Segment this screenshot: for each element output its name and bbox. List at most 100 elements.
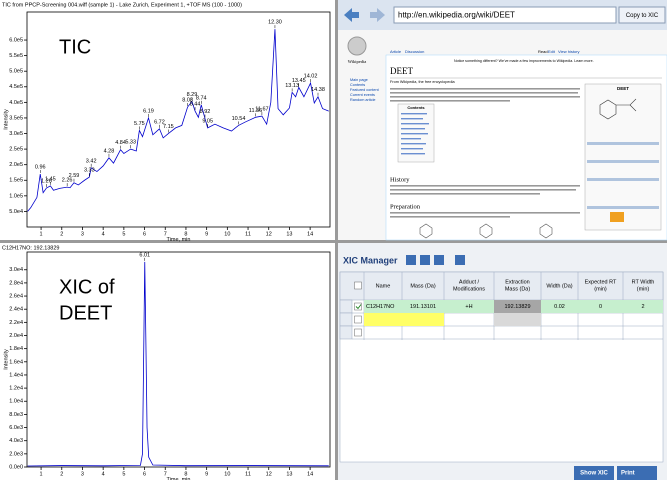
peak-label: 4.84 [115,140,126,146]
section-heading: History [390,176,410,183]
y-tick-label: 0.0e0 [9,464,23,470]
x-tick-label: 1 [40,231,43,237]
peak-label: 0.96 [35,164,46,170]
y-tick-label: 2.6e4 [9,294,23,300]
tool-icon[interactable] [434,255,444,265]
copy-button-label: Copy to XIC [626,13,659,19]
tab[interactable]: View history [558,49,580,54]
divider [0,240,667,243]
sidebar-link[interactable]: Contents [350,83,365,87]
x-tick-label: 12 [266,471,272,477]
x-tick-label: 13 [286,231,292,237]
sidebar-link[interactable]: Main page [350,78,368,82]
x-tick-label: 6 [143,471,146,477]
y-tick-label: 4.0e5 [9,100,23,106]
tool-icon[interactable] [406,255,416,265]
y-tick-label: 2.0e5 [9,162,23,168]
header-checkbox [355,282,362,289]
peak-label: 14.38 [311,87,325,93]
x-tick-label: 11 [245,231,251,237]
peak-label: 5.33 [125,140,136,146]
y-tick-label: 5.5e5 [9,53,23,59]
peak-label: 6.19 [143,108,154,114]
y-tick-label: 3.0e4 [9,267,23,273]
y-tick-label: 3.0e5 [9,131,23,137]
toc-title: Contents [407,105,425,110]
row-header [340,326,352,339]
column-header: Width (Da) [546,283,572,289]
y-tick-label: 8.0e3 [9,412,23,418]
y-tick-label: 5.0e4 [9,209,23,215]
y-tick-label: 1.4e4 [9,372,23,378]
sidebar-link[interactable]: Featured content [350,88,380,92]
x-tick-label: 10 [224,231,230,237]
y-tick-label: 6.0e5 [9,37,23,43]
y-tick-label: 2.8e4 [9,280,23,286]
notice: Notice something different? We've made a… [454,59,594,63]
y-axis-label: Intensity [3,109,9,130]
browser: http://en.wikipedia.org/wiki/DEET Copy t… [338,0,667,240]
button-label: Print [621,471,635,477]
x-tick-label: 14 [307,471,313,477]
cell-bg [494,313,541,326]
peak-label: 12.30 [268,20,282,26]
column-header: Mass (Da) [410,283,436,289]
y-tick-label: 2.4e4 [9,307,23,313]
y-tick-label: 1.8e4 [9,346,23,352]
peak-label: 6.01 [139,252,150,258]
peak-label: 8.74 [196,95,207,101]
y-tick-label: 2.0e3 [9,451,23,457]
hazard-icon [610,212,624,222]
peak-label: 3.42 [86,158,97,164]
tab[interactable]: Read [538,49,548,54]
x-tick-label: 4 [102,471,105,477]
cell: 2 [641,304,644,310]
x-axis-label: Time, min [167,237,191,243]
x-tick-label: 14 [307,231,313,237]
chart-label: XIC of [59,276,115,298]
sidebar-link[interactable]: Random article [350,98,376,102]
chart-title: TIC from PPCP-Screening 004.wiff (sample… [2,2,242,8]
row-checkbox[interactable] [355,329,362,336]
subtitle: From Wikipedia, the free encyclopedia [390,80,455,84]
panel-title: XIC Manager [343,255,398,265]
x-tick-label: 9 [205,231,208,237]
x-tick-label: 4 [102,231,105,237]
y-tick-label: 6.0e3 [9,425,23,431]
cell: C12H17NO [366,304,395,310]
peak-label: 14.02 [304,73,318,79]
chart-label: TIC [59,36,91,58]
peak-label: 4.28 [104,148,115,154]
column-header: Name [376,283,391,289]
cell: 0.02 [554,304,565,310]
y-tick-label: 2.0e4 [9,333,23,339]
tool-icon[interactable] [420,255,430,265]
peak-label: 3.33 [84,168,95,174]
tool-icon[interactable] [455,255,465,265]
x-tick-label: 3 [81,231,84,237]
y-axis-label: Intensity [3,349,9,370]
x-tick-label: 6 [143,231,146,237]
logo-text: Wikipedia [348,59,367,64]
y-tick-label: 1.5e5 [9,178,23,184]
tab[interactable]: Discussion [405,49,424,54]
cell: +H [465,304,472,310]
x-tick-label: 9 [205,471,208,477]
chart-title: C12H17NO: 192.13829 [2,245,59,251]
x-tick-label: 13 [286,471,292,477]
sidebar-link[interactable]: Current events [350,93,375,97]
button-label: Show XIC [580,471,608,477]
tab[interactable]: Edit [548,49,556,54]
peak-label: 9.05 [202,118,213,124]
cell: 0 [599,304,602,310]
chart-label: DEET [59,302,112,324]
wiki-logo [348,37,366,55]
row-checkbox[interactable] [355,316,362,323]
x-tick-label: 5 [122,471,125,477]
page-title: DEET [390,66,413,76]
peak-label: 8.44 [190,102,201,108]
tab[interactable]: Article [390,49,402,54]
y-tick-label: 2.2e4 [9,320,23,326]
y-tick-label: 4.5e5 [9,84,23,90]
y-tick-label: 2.5e5 [9,147,23,153]
